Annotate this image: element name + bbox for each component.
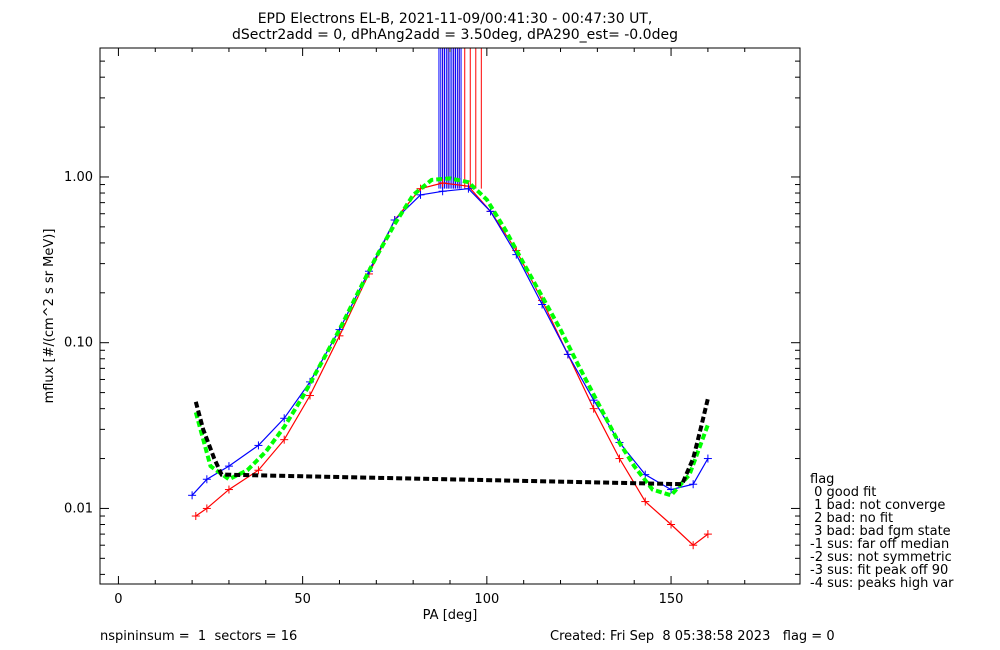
data-point bbox=[191, 512, 200, 521]
x-tick-label: 50 bbox=[294, 592, 311, 607]
legend-entry: 3 bad: bad fgm state bbox=[810, 524, 951, 539]
y-tick-label: 0.01 bbox=[64, 501, 93, 516]
data-point bbox=[202, 504, 211, 513]
data-point bbox=[224, 462, 233, 471]
footer-left: nspininsum = 1 sectors = 16 bbox=[100, 629, 297, 644]
data-point bbox=[202, 475, 211, 484]
data-point bbox=[438, 187, 447, 196]
chart-title: EPD Electrons EL-B, 2021-11-09/00:41:30 … bbox=[258, 11, 653, 27]
footer-right: Created: Fri Sep 8 05:38:58 2023 flag = … bbox=[550, 629, 835, 644]
y-axis-label: mflux [#/(cm^2 s sr MeV)] bbox=[42, 229, 57, 404]
series-line bbox=[195, 182, 709, 546]
data-point bbox=[224, 485, 233, 494]
data-point bbox=[306, 391, 314, 400]
data-point bbox=[689, 541, 698, 550]
legend-entry: -4 sus: peaks high var bbox=[810, 576, 954, 591]
x-tick-label: 150 bbox=[659, 592, 684, 607]
x-tick-label: 0 bbox=[114, 592, 122, 607]
data-point bbox=[188, 491, 197, 500]
data-point bbox=[563, 350, 572, 359]
data-point bbox=[280, 414, 289, 423]
data-point bbox=[667, 520, 676, 529]
y-tick-label: 1.00 bbox=[64, 170, 93, 185]
series-line bbox=[191, 188, 709, 496]
data-point bbox=[280, 435, 289, 444]
chart-subtitle: dSectr2add = 0, dPhAng2add = 3.50deg, dP… bbox=[232, 27, 678, 43]
data-point bbox=[538, 300, 547, 309]
legend-entry: -3 sus: fit peak off 90 bbox=[810, 563, 948, 578]
data-point bbox=[703, 454, 712, 463]
flag-legend: flag 0 good fit 1 bad: not converge 2 ba… bbox=[810, 472, 954, 591]
axes: 0 50 100 150 0.01 0.10 1.00 bbox=[64, 47, 800, 607]
data-point bbox=[254, 441, 263, 450]
legend-entry: 0 good fit bbox=[810, 485, 876, 500]
data-point bbox=[416, 190, 425, 199]
data-point bbox=[689, 480, 698, 489]
legend-title: flag bbox=[810, 472, 834, 487]
legend-entry: -1 sus: far off median bbox=[810, 537, 949, 552]
data-point bbox=[254, 466, 263, 475]
y-tick-label: 0.10 bbox=[64, 336, 93, 351]
data-point bbox=[703, 530, 712, 539]
plot-data bbox=[188, 48, 712, 550]
x-axis-label: PA [deg] bbox=[423, 608, 478, 623]
data-point bbox=[438, 178, 447, 187]
legend-entry: -2 sus: not symmetric bbox=[810, 550, 952, 565]
legend-entry: 2 bad: no fit bbox=[810, 511, 893, 526]
data-point bbox=[615, 454, 624, 463]
x-tick-label: 100 bbox=[474, 592, 499, 607]
fit-curve bbox=[193, 176, 710, 498]
data-point bbox=[464, 184, 473, 193]
data-point bbox=[641, 497, 650, 506]
data-point bbox=[589, 404, 598, 413]
fit-curve bbox=[193, 398, 710, 487]
legend-entry: 1 bad: not converge bbox=[810, 498, 945, 513]
